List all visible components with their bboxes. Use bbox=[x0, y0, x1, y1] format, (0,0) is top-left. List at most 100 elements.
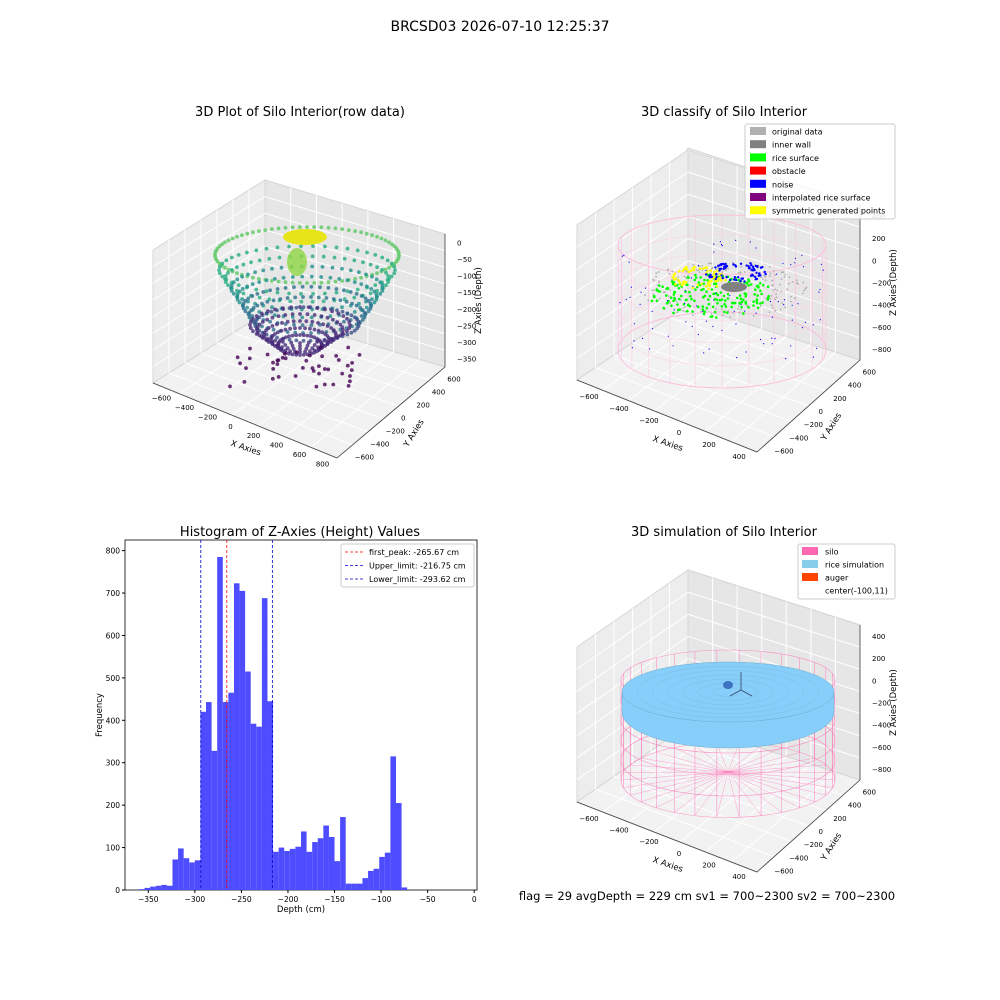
classified-point bbox=[633, 340, 635, 342]
x-axis-label: Depth (cm) bbox=[277, 905, 325, 915]
classified-point bbox=[802, 292, 804, 295]
classified-point bbox=[763, 275, 766, 277]
scatter-point bbox=[323, 291, 327, 296]
scatter-point bbox=[306, 340, 311, 345]
grid-line bbox=[152, 212, 266, 284]
classified-point bbox=[797, 283, 799, 285]
scatter-point bbox=[283, 356, 288, 361]
scatter-point bbox=[300, 284, 305, 289]
classified-point bbox=[769, 272, 772, 275]
scatter-point bbox=[282, 351, 287, 356]
classified-point bbox=[820, 263, 823, 265]
classified-point bbox=[705, 290, 708, 294]
classified-point bbox=[705, 273, 708, 276]
scatter-point bbox=[361, 260, 365, 265]
classified-point bbox=[694, 276, 698, 279]
scatter-point bbox=[246, 296, 251, 301]
classified-point bbox=[771, 337, 773, 339]
classified-point bbox=[749, 283, 753, 286]
plot1-title: 3D Plot of Silo Interior(row data) bbox=[195, 105, 405, 120]
classified-point bbox=[755, 301, 759, 305]
scatter-point bbox=[355, 326, 359, 331]
scatter-point bbox=[283, 280, 288, 285]
classified-point bbox=[738, 302, 741, 305]
classified-point bbox=[760, 292, 763, 296]
scatter-point bbox=[251, 275, 255, 280]
scatter-point bbox=[261, 268, 266, 273]
scatter-point bbox=[345, 329, 349, 334]
scatter-point bbox=[224, 258, 229, 263]
classified-point bbox=[771, 284, 774, 286]
scatter-point bbox=[338, 298, 343, 303]
classified-point bbox=[735, 296, 739, 300]
scatter-point bbox=[300, 274, 305, 279]
silo-floor-spoke bbox=[727, 771, 815, 802]
scatter-point bbox=[323, 307, 327, 312]
scatter-point bbox=[251, 316, 255, 321]
y-tick-label: −400 bbox=[370, 441, 389, 449]
grid-line bbox=[628, 740, 738, 823]
classified-point bbox=[623, 254, 625, 256]
scatter-point bbox=[270, 324, 275, 328]
y-axis-line bbox=[336, 366, 446, 459]
scatter-point bbox=[243, 298, 248, 303]
classified-point bbox=[713, 299, 715, 301]
scatter-point bbox=[380, 255, 385, 260]
scatter-point bbox=[345, 278, 350, 283]
classified-point bbox=[745, 264, 748, 267]
scatter-point bbox=[326, 225, 331, 230]
scatter-point bbox=[334, 287, 339, 291]
scatter-point bbox=[333, 226, 338, 231]
classified-point bbox=[774, 338, 776, 340]
histogram-bar bbox=[155, 885, 162, 890]
scatter-point bbox=[235, 271, 239, 276]
grid-line bbox=[264, 212, 446, 268]
scatter-point bbox=[254, 248, 259, 253]
classified-point bbox=[752, 304, 755, 307]
scatter-point bbox=[342, 297, 347, 302]
scatter-point bbox=[358, 305, 363, 310]
classified-point bbox=[652, 278, 654, 281]
scatter-point bbox=[353, 277, 357, 281]
scatter-point bbox=[359, 282, 364, 286]
silo-floor-spoke bbox=[623, 771, 729, 788]
classified-point bbox=[691, 325, 693, 327]
legend-label: original data bbox=[772, 128, 823, 137]
scatter-point bbox=[350, 301, 354, 306]
classified-point bbox=[680, 294, 683, 298]
classified-point bbox=[812, 356, 815, 358]
classified-point bbox=[772, 289, 775, 292]
classified-point bbox=[630, 286, 633, 288]
scatter-point bbox=[268, 288, 272, 293]
classified-point bbox=[724, 262, 727, 266]
silo-floor-spoke bbox=[641, 771, 729, 802]
classified-point bbox=[651, 310, 653, 312]
classified-point bbox=[689, 269, 693, 273]
classified-point bbox=[692, 264, 695, 266]
y-tick-label: 300 bbox=[106, 759, 121, 768]
scatter-point bbox=[309, 315, 314, 320]
legend-swatch bbox=[750, 140, 766, 149]
scatter-point bbox=[297, 225, 302, 230]
classified-point bbox=[743, 280, 746, 283]
classified-point bbox=[671, 275, 675, 279]
scatter-point bbox=[318, 345, 323, 350]
classified-point bbox=[684, 298, 688, 302]
silo-floor-spoke bbox=[727, 771, 800, 808]
scatter-point bbox=[275, 358, 280, 363]
z-tick-label: −600 bbox=[872, 744, 891, 752]
classified-point bbox=[774, 298, 776, 301]
legend-label: Lower_limit: -293.62 cm bbox=[369, 575, 466, 584]
classified-point bbox=[790, 345, 792, 347]
scatter-point bbox=[378, 280, 383, 285]
classified-point bbox=[647, 299, 650, 302]
y-tick-label: −600 bbox=[774, 867, 793, 875]
grid-line bbox=[687, 613, 861, 670]
classified-point bbox=[723, 277, 725, 279]
classified-point bbox=[755, 298, 759, 301]
scatter-point bbox=[387, 277, 391, 281]
classify-3d-plot: −600−400−2000200400−600−400−200020040060… bbox=[575, 123, 899, 461]
y-tick-label: 0 bbox=[115, 886, 120, 895]
x-tick-label: 400 bbox=[732, 873, 745, 881]
classified-point bbox=[736, 307, 739, 310]
